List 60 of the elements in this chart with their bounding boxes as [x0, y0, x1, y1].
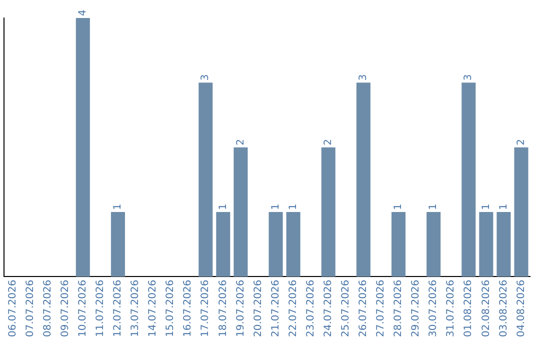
x-tick-label: 21.07.2026: [270, 280, 282, 338]
x-tick-label: 27.07.2026: [376, 280, 387, 338]
data-label: 1: [112, 204, 124, 210]
x-tick-label: 19.07.2026: [235, 280, 246, 338]
x-tick-label: 02.08.2026: [480, 280, 492, 338]
bar: [321, 147, 336, 277]
x-tick-label: 20.07.2026: [252, 280, 264, 338]
x-tick-label: 29.07.2026: [410, 280, 422, 338]
x-tick-label: 03.08.2026: [498, 280, 510, 338]
bar: [356, 82, 370, 277]
data-label: 2: [516, 138, 527, 146]
bar: [76, 18, 90, 277]
x-tick-label: 17.07.2026: [200, 280, 212, 338]
x-tick-label: 14.07.2026: [148, 280, 159, 338]
data-label: 2: [322, 138, 334, 146]
x-tick-label: 04.08.2026: [516, 280, 527, 338]
x-tick-label: 22.07.2026: [288, 280, 299, 338]
x-tick-label: 24.07.2026: [322, 280, 334, 338]
data-label: 3: [200, 74, 212, 81]
data-label: 1: [270, 204, 282, 210]
x-tick-label: 16.07.2026: [182, 280, 194, 338]
x-tick-label: 07.07.2026: [24, 280, 36, 338]
data-label: 3: [358, 74, 370, 81]
x-tick-label: 23.07.2026: [305, 280, 316, 338]
x-tick-label: 11.07.2026: [95, 280, 106, 338]
bar: [426, 212, 441, 277]
data-label: 1: [218, 204, 229, 210]
x-tick-label: 13.07.2026: [130, 280, 142, 338]
data-label: 4: [77, 10, 88, 16]
x-tick-label: 09.07.2026: [60, 280, 71, 338]
bar: [479, 212, 494, 277]
bar: [110, 212, 125, 277]
data-label: 2: [235, 138, 246, 146]
x-tick-label: 28.07.2026: [393, 280, 404, 338]
x-tick-label: 26.07.2026: [358, 280, 370, 338]
bar: [496, 212, 511, 277]
data-label: 1: [288, 204, 299, 210]
data-label: 1: [428, 204, 440, 210]
x-tick-label: 08.07.2026: [42, 280, 54, 338]
x-tick-label: 01.08.2026: [463, 280, 474, 338]
data-label: 3: [463, 74, 474, 81]
bar: [268, 212, 283, 277]
data-label: 1: [498, 204, 510, 210]
x-tick-label: 06.07.2026: [7, 280, 18, 338]
bar: [216, 212, 230, 277]
bar: [462, 82, 476, 277]
x-tick-label: 25.07.2026: [340, 280, 352, 338]
x-tick-label: 15.07.2026: [165, 280, 176, 338]
x-tick-label: 12.07.2026: [112, 280, 124, 338]
bar: [234, 147, 248, 277]
bar: [391, 212, 406, 277]
x-tick-label: 30.07.2026: [428, 280, 440, 338]
x-tick-label: 31.07.2026: [446, 280, 457, 338]
x-tick-label: 10.07.2026: [77, 280, 88, 338]
x-tick-label: 18.07.2026: [218, 280, 229, 338]
bar: [286, 212, 300, 277]
data-label: 1: [480, 204, 492, 210]
bar: [514, 147, 528, 277]
bar: [198, 82, 213, 277]
data-label: 1: [393, 204, 404, 210]
